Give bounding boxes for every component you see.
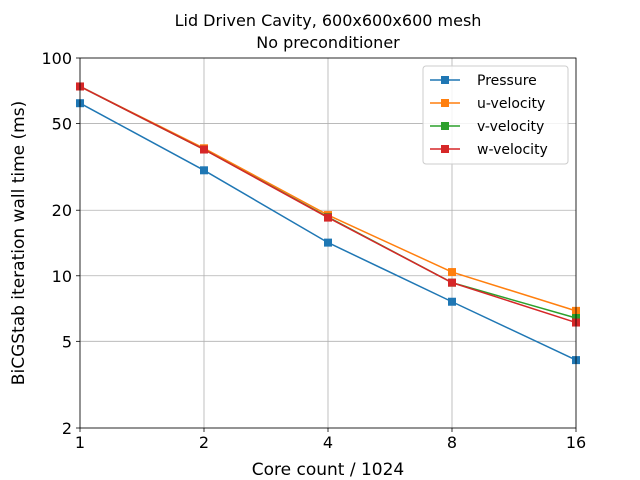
- data-point: [448, 278, 456, 287]
- x-tick-label: 8: [447, 433, 457, 452]
- data-point: [200, 145, 208, 154]
- y-tick-label: 5: [62, 332, 72, 351]
- x-tick-label: 1: [75, 433, 85, 452]
- legend-box: [422, 65, 569, 165]
- legend-item: v-velocity: [430, 119, 544, 135]
- y-tick-label: 100: [41, 49, 72, 68]
- legend-label: Pressure: [477, 73, 537, 89]
- legend-marker: [441, 145, 449, 153]
- legend-marker: [441, 122, 449, 130]
- chart-title: Lid Driven Cavity, 600x600x600 mesh: [175, 11, 482, 30]
- x-axis-label: Core count / 1024: [252, 460, 405, 480]
- x-tick-label: 2: [199, 433, 209, 452]
- x-tick-label: 4: [323, 433, 333, 452]
- data-point: [200, 166, 208, 175]
- data-point: [324, 213, 332, 222]
- chart-subtitle: No preconditioner: [256, 33, 400, 52]
- data-point: [448, 297, 456, 306]
- legend-item: Pressure: [430, 73, 537, 89]
- legend-label: v-velocity: [477, 119, 544, 135]
- y-tick-label: 2: [62, 419, 72, 438]
- legend-marker: [441, 76, 449, 84]
- legend-label: u-velocity: [477, 96, 545, 112]
- legend: Pressure u-velocity v-velocity w-velocity: [422, 65, 569, 165]
- legend-label: w-velocity: [477, 142, 548, 158]
- x-tick-label: 16: [566, 433, 586, 452]
- data-point: [448, 268, 456, 277]
- y-tick-label: 20: [52, 201, 72, 220]
- y-tick-label: 50: [52, 115, 72, 134]
- y-axis-label: BiCGStab iteration wall time (ms): [9, 101, 29, 385]
- legend-marker: [441, 99, 449, 107]
- data-point: [324, 238, 332, 247]
- legend-item: u-velocity: [430, 96, 545, 112]
- legend-item: w-velocity: [430, 142, 548, 158]
- y-tick-label: 10: [52, 267, 72, 286]
